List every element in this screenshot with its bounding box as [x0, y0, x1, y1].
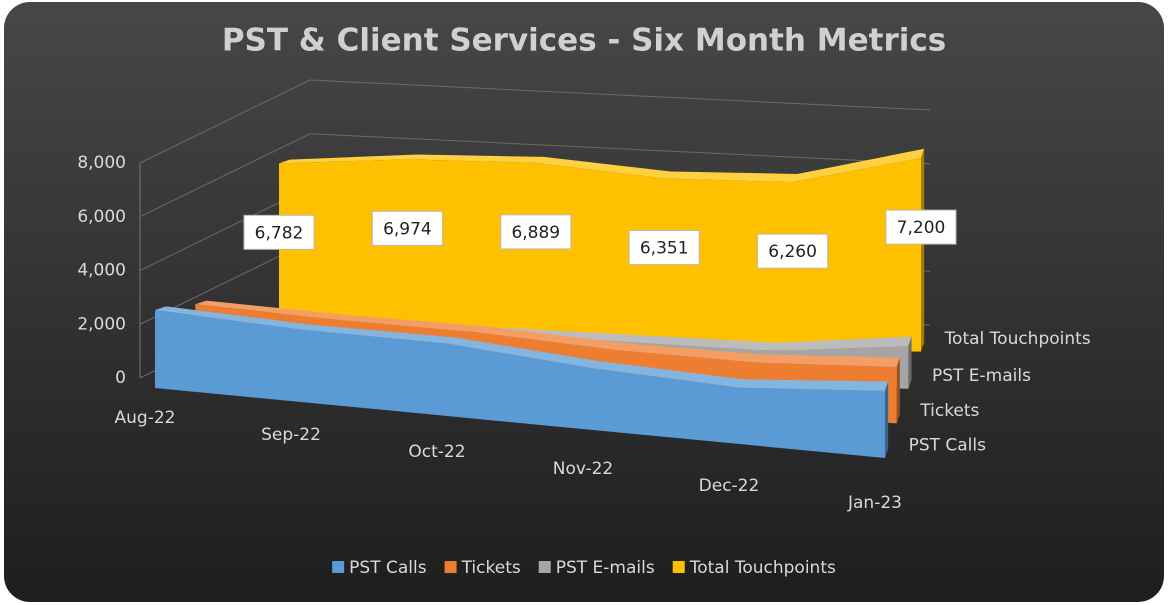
- y-tick-label: 6,000: [77, 207, 126, 227]
- x-tick-label: Dec-22: [699, 476, 760, 496]
- y-tick-label: 8,000: [77, 153, 126, 173]
- area-front: [279, 158, 921, 352]
- value-label: 6,889: [511, 223, 560, 243]
- area-side: [908, 336, 912, 389]
- legend-swatch: [332, 561, 345, 573]
- legend-swatch: [444, 561, 457, 573]
- value-label-box: [885, 209, 957, 245]
- value-label: 6,782: [255, 223, 304, 243]
- area-side: [885, 381, 889, 458]
- grid-line: [139, 79, 931, 164]
- area-top: [155, 306, 889, 391]
- x-tick-label: Sep-22: [261, 425, 321, 445]
- x-tick-label: Oct-22: [408, 442, 465, 462]
- y-tick-label: 0: [115, 368, 126, 388]
- value-label-box: [628, 230, 700, 266]
- legend-label: PST E-mails: [556, 558, 655, 578]
- depth-label: Total Touchpoints: [944, 329, 1091, 349]
- depth-label: PST E-mails: [932, 366, 1031, 386]
- legend-label: Total Touchpoints: [689, 558, 836, 578]
- value-label-box: [371, 210, 443, 246]
- legend-swatch: [672, 561, 685, 573]
- value-label: 7,200: [897, 218, 946, 238]
- depth-label: Tickets: [919, 401, 979, 421]
- x-tick-label: Aug-22: [115, 408, 176, 428]
- depth-label: PST Calls: [909, 435, 987, 455]
- y-tick-label: 2,000: [77, 314, 126, 334]
- area-side: [921, 148, 925, 352]
- x-tick-label: Jan-23: [847, 493, 902, 513]
- value-label-box: [500, 214, 572, 250]
- plot-area: 0 2,000 4,000 6,000 8,000 6,782 6,974 6,889 6,35…: [77, 79, 1091, 513]
- value-label-box: [243, 214, 315, 250]
- area-side: [896, 357, 900, 424]
- area-front: [155, 310, 885, 458]
- legend: PST Calls Tickets PST E-mails Total Touchpo…: [332, 558, 836, 578]
- value-label-box: [757, 233, 829, 269]
- legend-label: PST Calls: [349, 558, 427, 578]
- area-top: [195, 300, 900, 367]
- value-label: 6,260: [768, 242, 817, 262]
- x-tick-label: Nov-22: [553, 459, 614, 479]
- area-top: [279, 148, 925, 183]
- value-label: 6,974: [383, 219, 432, 239]
- y-tick-label: 4,000: [77, 261, 126, 281]
- value-label: 6,351: [640, 239, 689, 259]
- chart-title: PST & Client Services - Six Month Metric…: [222, 23, 946, 59]
- legend-label: Tickets: [461, 558, 521, 578]
- legend-swatch: [538, 561, 551, 573]
- grid-line: [139, 133, 931, 218]
